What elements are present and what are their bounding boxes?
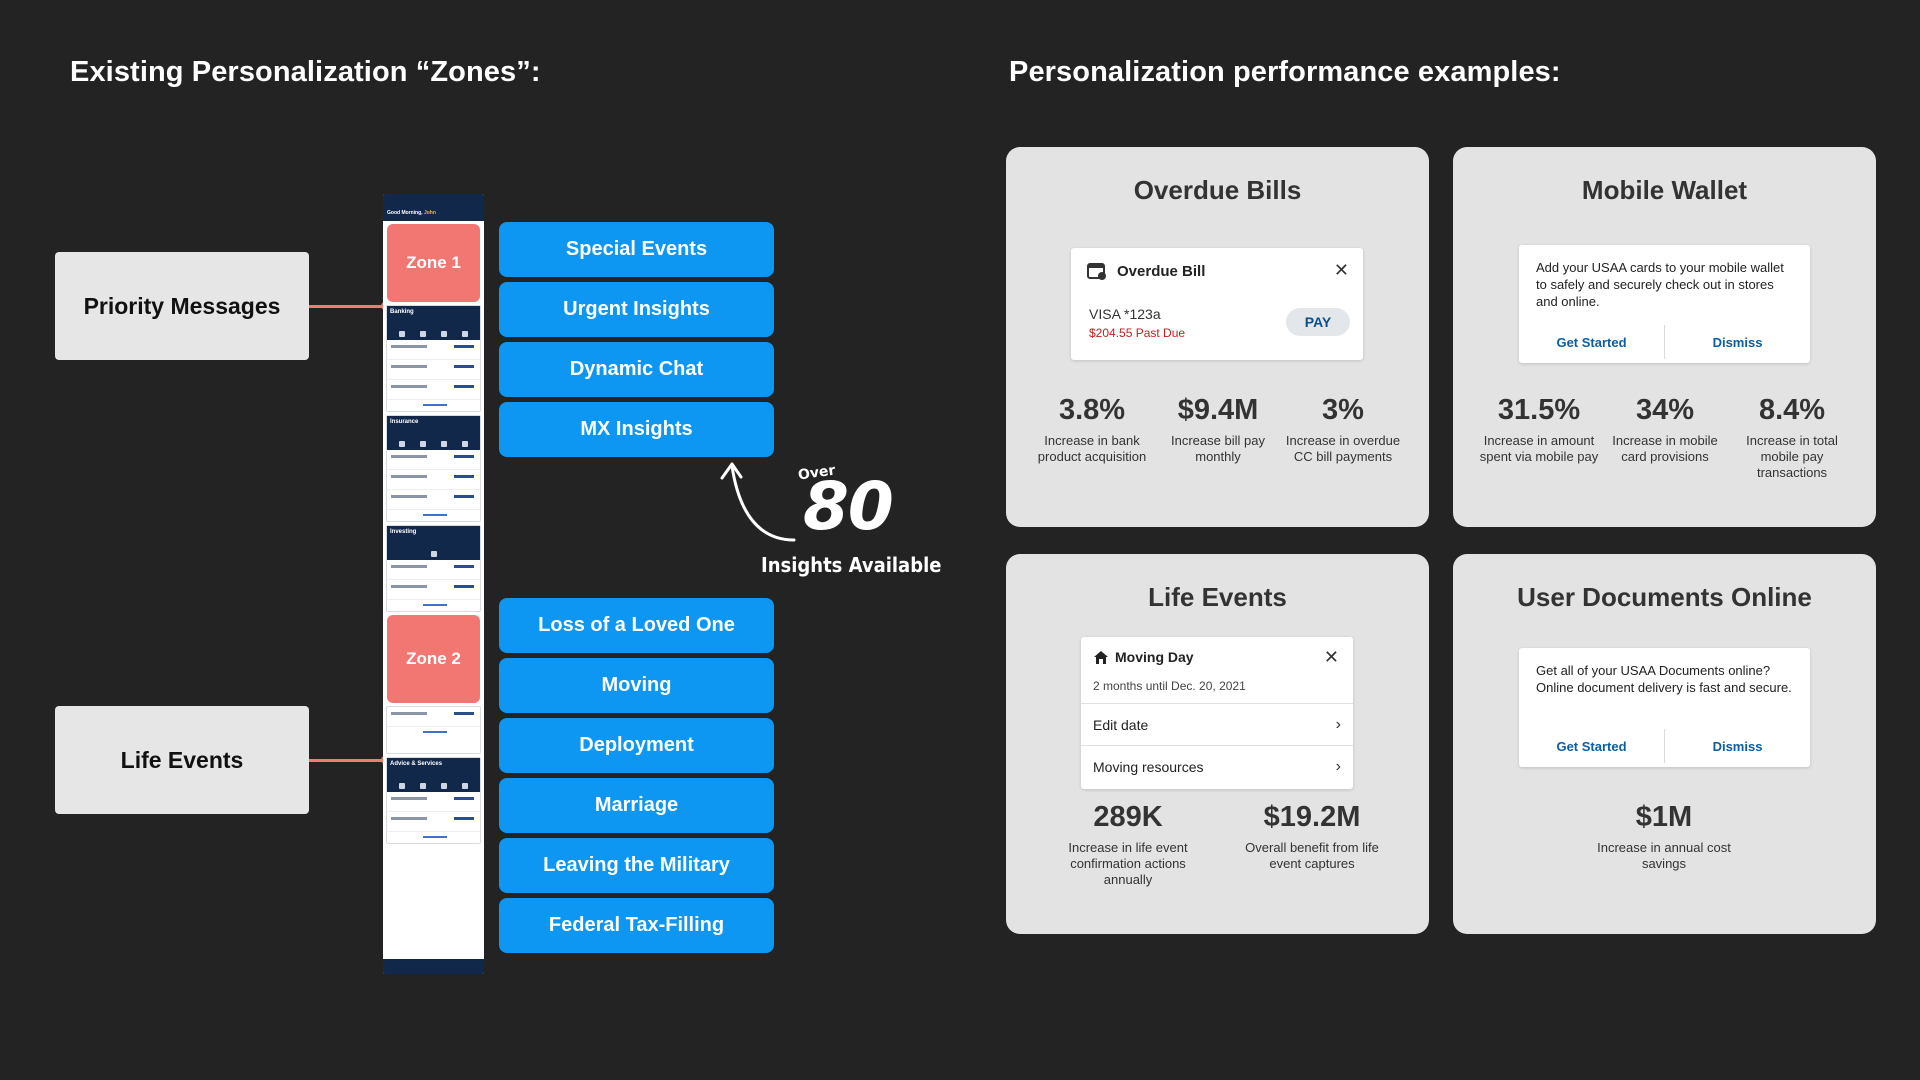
investing-heading: Investing: [390, 529, 417, 535]
dismiss-button[interactable]: Dismiss: [1712, 738, 1763, 754]
past-due-amount: $204.55 Past Due: [1089, 326, 1186, 340]
right-section-title: Personalization performance examples:: [1009, 56, 1561, 88]
stat-value: $1M: [1635, 801, 1693, 833]
insight-dynamic-chat[interactable]: Dynamic Chat: [499, 342, 774, 397]
life-events-label: Life Events: [55, 706, 309, 814]
life-events-title: Life Events: [1148, 582, 1287, 612]
phone-header: Good Morning, John: [383, 194, 484, 221]
zone-2-block: Zone 2: [387, 615, 480, 703]
stat-item: 8.4% Increase in total mobile pay transa…: [1728, 394, 1856, 481]
curved-arrow-icon: [720, 462, 796, 542]
chevron-right-icon: ›: [1335, 715, 1341, 733]
stat-label: Increase in total mobile pay transaction…: [1746, 433, 1838, 480]
stat-label: Increase bill pay monthly: [1171, 433, 1265, 464]
mobile-wallet-title: Mobile Wallet: [1581, 175, 1748, 205]
insurance-heading: Insurance: [390, 419, 419, 425]
stat-label: Overall benefit from life event captures: [1245, 840, 1379, 871]
stat-item: 34% Increase in mobile card provisions: [1601, 394, 1729, 465]
insight-urgent-insights[interactable]: Urgent Insights: [499, 282, 774, 337]
moving-day-message: Moving Day ✕ 2 months until Dec. 20, 202…: [1081, 637, 1353, 789]
priority-messages-label: Priority Messages: [55, 252, 309, 360]
calendar-icon: [1087, 263, 1106, 280]
zone-1-block: Zone 1: [387, 224, 480, 302]
user-documents-title: User Documents Online: [1517, 582, 1812, 612]
stat-item: $9.4M Increase bill pay monthly: [1158, 394, 1278, 465]
phone-user-name: John: [423, 210, 436, 216]
stat-value: 31.5%: [1497, 394, 1581, 426]
get-started-button[interactable]: Get Started: [1556, 334, 1627, 350]
stat-value: 3.8%: [1058, 394, 1126, 426]
overdue-bills-title: Overdue Bills: [1133, 175, 1302, 205]
life-connector: [309, 759, 385, 762]
insight-leaving-military[interactable]: Leaving the Military: [499, 838, 774, 893]
wallet-message-text: Add your USAA cards to your mobile walle…: [1536, 260, 1784, 309]
stat-label: Increase in life event confirmation acti…: [1068, 840, 1188, 887]
moving-resources-label: Moving resources: [1093, 758, 1204, 775]
home-icon: [1094, 650, 1108, 664]
stat-item: 289K Increase in life event confirmation…: [1058, 801, 1198, 888]
life-events-card: Life Events Moving Day ✕ 2 months until …: [1006, 554, 1429, 934]
insight-moving[interactable]: Moving: [499, 658, 774, 713]
stat-item: $19.2M Overall benefit from life event c…: [1234, 801, 1390, 872]
stat-item: 31.5% Increase in amount spent via mobil…: [1475, 394, 1603, 465]
close-icon[interactable]: ✕: [1333, 260, 1349, 280]
get-started-button[interactable]: Get Started: [1556, 738, 1627, 754]
advice-section: Advice & Services: [386, 757, 481, 844]
insights-count: 80: [803, 468, 894, 545]
insurance-section: Insurance: [386, 415, 481, 522]
advice-heading: Advice & Services: [390, 761, 443, 767]
documents-message-text: Get all of your USAA Documents online? O…: [1536, 663, 1792, 695]
banking-heading: Banking: [390, 309, 414, 315]
stat-value: 34%: [1635, 394, 1695, 426]
overdue-bills-card: Overdue Bills Overdue Bill ✕ VISA *123a …: [1006, 147, 1429, 527]
stat-value: $9.4M: [1177, 394, 1259, 426]
phone-mockup: Good Morning, John Zone 1 Banking Insura…: [383, 194, 484, 974]
stat-label: Increase in amount spent via mobile pay: [1479, 433, 1599, 464]
stat-item: $1M Increase in annual cost savings: [1589, 801, 1739, 872]
documents-message: Get all of your USAA Documents online? O…: [1519, 648, 1810, 767]
stat-label: Increase in overdue CC bill payments: [1285, 433, 1401, 464]
stat-value: $19.2M: [1263, 801, 1361, 833]
priority-connector: [309, 305, 385, 308]
overdue-bill-message: Overdue Bill ✕ VISA *123a $204.55 Past D…: [1071, 248, 1363, 360]
phone-bottom-nav: [383, 959, 484, 974]
left-section-title: Existing Personalization “Zones”:: [70, 56, 541, 88]
user-documents-card: User Documents Online Get all of your US…: [1453, 554, 1876, 934]
wallet-message: Add your USAA cards to your mobile walle…: [1519, 245, 1810, 363]
phone-greeting: Good Morning,: [387, 210, 423, 216]
banking-section: Banking: [386, 305, 481, 412]
edit-date-label: Edit date: [1093, 716, 1149, 733]
insight-loss-of-loved-one[interactable]: Loss of a Loved One: [499, 598, 774, 653]
stat-value: 8.4%: [1758, 394, 1826, 426]
insight-marriage[interactable]: Marriage: [499, 778, 774, 833]
moving-day-heading: Moving Day: [1115, 649, 1194, 665]
insight-special-events[interactable]: Special Events: [499, 222, 774, 277]
stat-label: Increase in annual cost savings: [1597, 840, 1731, 871]
stat-label: Increase in mobile card provisions: [1612, 433, 1718, 464]
overdue-bill-heading: Overdue Bill: [1117, 262, 1206, 280]
card-name: VISA *123a: [1089, 306, 1161, 322]
dismiss-button[interactable]: Dismiss: [1712, 334, 1763, 350]
pay-button[interactable]: PAY: [1286, 308, 1350, 336]
stat-label: Increase in bank product acquisition: [1037, 433, 1147, 464]
insight-federal-tax-filing[interactable]: Federal Tax-Filling: [499, 898, 774, 953]
moving-resources-row[interactable]: Moving resources ›: [1081, 745, 1353, 787]
feedback-section: [386, 706, 481, 754]
chevron-right-icon: ›: [1335, 757, 1341, 775]
stat-value: 3%: [1322, 394, 1364, 426]
moving-day-subtitle: 2 months until Dec. 20, 2021: [1093, 679, 1246, 693]
insights-available-label: Insights Available: [761, 553, 942, 577]
edit-date-row[interactable]: Edit date ›: [1081, 703, 1353, 745]
mobile-wallet-card: Mobile Wallet Add your USAA cards to you…: [1453, 147, 1876, 527]
stat-item: 3% Increase in overdue CC bill payments: [1283, 394, 1403, 465]
investing-section: Investing: [386, 525, 481, 612]
insight-deployment[interactable]: Deployment: [499, 718, 774, 773]
stat-item: 3.8% Increase in bank product acquisitio…: [1032, 394, 1152, 465]
close-icon[interactable]: ✕: [1323, 647, 1339, 667]
stat-value: 289K: [1093, 801, 1163, 833]
insight-mx-insights[interactable]: MX Insights: [499, 402, 774, 457]
